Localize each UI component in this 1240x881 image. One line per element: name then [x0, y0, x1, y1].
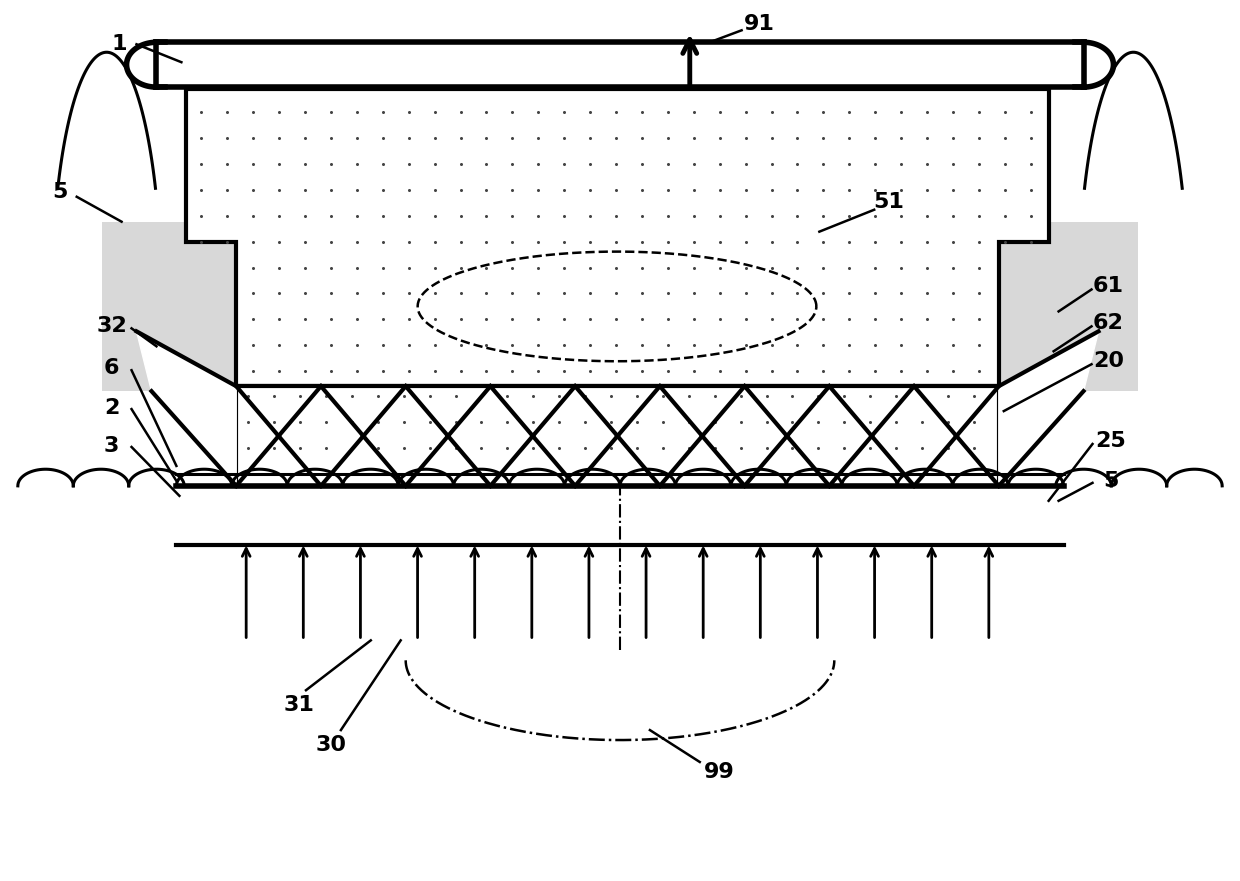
Text: 30: 30 — [315, 735, 346, 755]
Polygon shape — [998, 331, 1099, 485]
Text: 5: 5 — [1102, 470, 1118, 491]
Text: 91: 91 — [744, 14, 775, 34]
Polygon shape — [136, 331, 236, 485]
Text: 25: 25 — [1095, 431, 1126, 451]
Bar — [156, 42, 1084, 87]
Text: 5: 5 — [52, 181, 67, 202]
Text: 2: 2 — [104, 398, 119, 418]
Text: 31: 31 — [284, 695, 315, 715]
Text: 99: 99 — [704, 762, 735, 782]
Text: 32: 32 — [97, 316, 126, 337]
Text: 51: 51 — [874, 192, 905, 211]
Bar — [236, 386, 998, 485]
Text: 62: 62 — [1092, 314, 1123, 333]
Polygon shape — [186, 89, 1049, 386]
Text: 20: 20 — [1092, 352, 1123, 371]
Text: 3: 3 — [104, 436, 119, 456]
Text: 1: 1 — [112, 34, 128, 55]
Bar — [102, 222, 242, 391]
Text: 61: 61 — [1092, 277, 1123, 297]
Bar — [997, 222, 1138, 391]
Text: 6: 6 — [104, 359, 119, 378]
